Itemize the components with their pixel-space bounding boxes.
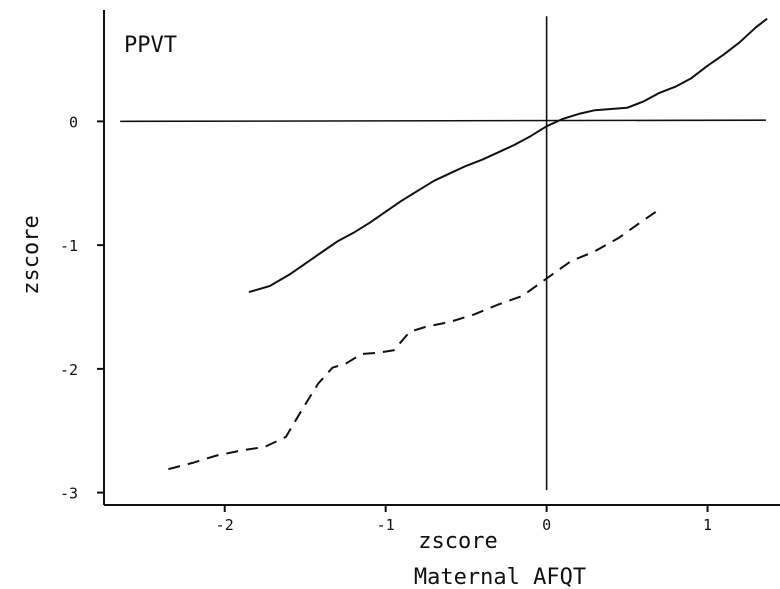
x-axis-title: zscore bbox=[418, 529, 497, 554]
x-tick-label: -2 bbox=[216, 516, 234, 534]
chart-title: PPVT bbox=[124, 33, 177, 58]
axes bbox=[103, 10, 780, 506]
x-axis-subtitle: Maternal AFQT bbox=[414, 565, 586, 589]
x-tick-label: 1 bbox=[703, 516, 712, 534]
solid-series-line bbox=[248, 17, 768, 294]
y-tick-label: -1 bbox=[60, 237, 78, 255]
y-tick-label: -2 bbox=[60, 361, 78, 379]
series-group bbox=[168, 17, 768, 471]
x-tick-label: -1 bbox=[377, 516, 395, 534]
x-tick-label: 0 bbox=[542, 516, 551, 534]
horizontal-reference-line bbox=[120, 119, 767, 123]
y-tick-label: -3 bbox=[60, 485, 78, 503]
reference-lines bbox=[120, 16, 767, 491]
dashed-series-line bbox=[168, 210, 657, 471]
ticks: -2 -1 0 1 0 -1 -2 -3 bbox=[60, 113, 712, 534]
y-axis-title: zscore bbox=[19, 215, 44, 294]
y-tick-label: 0 bbox=[69, 113, 78, 131]
